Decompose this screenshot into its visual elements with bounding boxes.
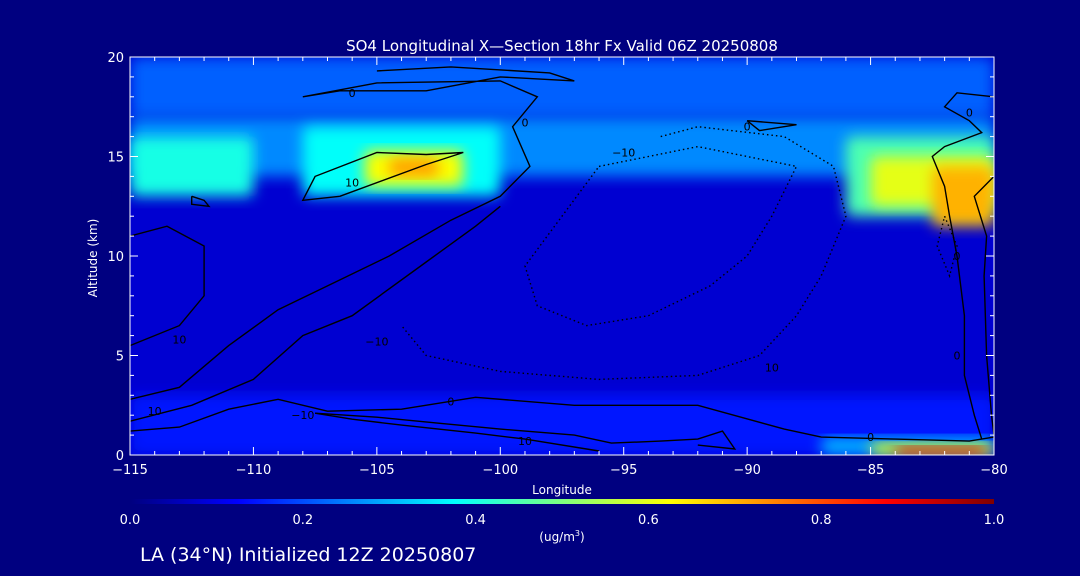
contour-label: 10 [765, 361, 779, 374]
y-tick-label: 5 [116, 350, 124, 365]
initialization-caption: LA (34°N) Initialized 12Z 20250807 [140, 544, 476, 566]
colorbar-tick-label: 0.4 [465, 513, 486, 528]
contour-line [130, 205, 501, 422]
chart-title: SO4 Longitudinal X—Section 18hr Fx Valid… [346, 37, 778, 55]
colorbar [130, 499, 994, 504]
x-tick-label: −90 [733, 463, 760, 478]
field-region [895, 447, 987, 455]
y-axis-label: Altitude (km) [86, 219, 100, 298]
contour-line [931, 92, 994, 440]
colorbar-tick-label: 0.2 [292, 513, 313, 528]
heatmap-field [130, 57, 994, 455]
contour-line [191, 195, 211, 208]
y-tick-label: 0 [116, 449, 124, 464]
y-tick-label: 10 [107, 250, 124, 265]
field-region [389, 158, 439, 177]
x-tick-label: −95 [610, 463, 637, 478]
contour-label: 10 [148, 405, 162, 418]
contour-line [314, 412, 600, 452]
x-tick-label: −115 [112, 463, 148, 478]
contour-label: 0 [521, 117, 528, 130]
y-axis-ticks: 0 5 10 15 20 [107, 51, 994, 464]
colorbar-tick-label: 1.0 [984, 513, 1005, 528]
contour-label: 0 [953, 349, 960, 362]
field-region [932, 166, 994, 227]
colorbar-tick-label: 0.6 [638, 513, 659, 528]
contour-label: −10 [365, 336, 388, 349]
x-tick-label: −80 [980, 463, 1007, 478]
contour-label: 0 [867, 431, 874, 444]
contour-labels: 0 0 0 0 0 0 0 −10 10 10 10 −10 −10 10 10 0 [148, 87, 973, 448]
contour-label: −10 [291, 409, 314, 422]
contour-label: 10 [345, 176, 359, 189]
x-tick-label: −105 [359, 463, 395, 478]
contour-line [130, 66, 575, 400]
x-tick-label: −85 [857, 463, 884, 478]
x-tick-label: −110 [236, 463, 272, 478]
field-region [130, 57, 994, 117]
contour-lines [130, 66, 994, 452]
contour-label: 10 [518, 435, 532, 448]
contour-line [130, 396, 994, 442]
field-region [130, 136, 254, 197]
contour-label: −10 [612, 147, 635, 160]
colorbar-units: (ug/m3) [539, 529, 584, 544]
colorbar-tick-label: 0.0 [120, 513, 141, 528]
contour-label: 0 [447, 395, 454, 408]
colorbar-tick-label: 0.8 [811, 513, 832, 528]
x-axis-ticks: −115 −110 −105 −100 −95 −90 −85 −80 [112, 57, 1008, 478]
y-tick-label: 20 [107, 51, 124, 66]
contour-line [936, 215, 958, 279]
colorbar-ticks: 0.0 0.2 0.4 0.6 0.8 1.0 [120, 513, 1005, 528]
contour-line [746, 120, 797, 132]
contour-label: 0 [349, 87, 356, 100]
contour-label: 0 [966, 107, 973, 120]
x-axis-label: Longitude [532, 483, 592, 497]
contour-label: 0 [744, 121, 751, 134]
contour-line [130, 225, 205, 347]
x-tick-label: −100 [482, 463, 518, 478]
contour-line [301, 151, 464, 202]
contour-line [524, 145, 798, 327]
contour-label: 0 [953, 250, 960, 263]
contour-label: 10 [172, 334, 186, 347]
contour-line [400, 125, 847, 381]
y-tick-label: 15 [107, 151, 124, 166]
contour-line [315, 412, 737, 450]
